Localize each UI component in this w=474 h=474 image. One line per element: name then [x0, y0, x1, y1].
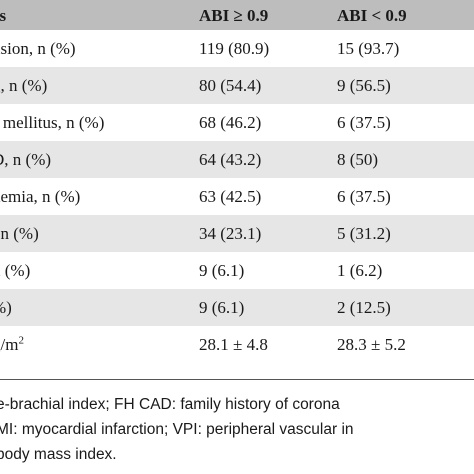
row-value-abi-low: 15 (93.7)	[337, 39, 400, 58]
footnote-line: e-brachial index; FH CAD: family history…	[0, 396, 340, 413]
row-value-abi-low: 1 (6.2)	[337, 261, 383, 280]
table-footnote: e-brachial index; FH CAD: family history…	[0, 392, 474, 467]
row-value-abi-low: 8 (50)	[337, 150, 379, 169]
table-row: demia, n (%) 63 (42.5) 6 (37.5)	[0, 178, 474, 215]
row-label: , n (%)	[0, 224, 39, 243]
row-value-abi-normal: 9 (6.1)	[199, 298, 245, 317]
row-value-abi-low: 28.3 ± 5.2	[337, 335, 406, 354]
table-row: %) 9 (6.1) 2 (12.5)	[0, 289, 474, 326]
header-abi-normal: ABI ≥ 0.9	[199, 6, 269, 25]
row-label-with-superscript: g/m2	[0, 335, 24, 355]
row-value-abi-normal: 34 (23.1)	[199, 224, 262, 243]
table-row: g/m2 28.1 ± 4.8 28.3 ± 5.2	[0, 326, 474, 363]
row-label: n (%)	[0, 261, 31, 280]
row-value-abi-normal: 64 (43.2)	[199, 150, 262, 169]
header-abi-low: ABI < 0.9	[337, 6, 407, 25]
row-value-abi-normal: 119 (80.9)	[199, 39, 270, 58]
table-bottom-rule	[0, 379, 474, 380]
row-label: %)	[0, 298, 12, 317]
table-header-row: es ABI ≥ 0.9 ABI < 0.9	[0, 0, 474, 30]
row-label: g, n (%)	[0, 76, 48, 95]
footnote-line: MI: myocardial infarction; VPI: peripher…	[0, 421, 354, 438]
table-row: , n (%) 34 (23.1) 5 (31.2)	[0, 215, 474, 252]
row-value-abi-normal: 28.1 ± 4.8	[199, 335, 268, 354]
table-row: g, n (%) 80 (54.4) 9 (56.5)	[0, 67, 474, 104]
table-row: D, n (%) 64 (43.2) 8 (50)	[0, 141, 474, 178]
table-row: s mellitus, n (%) 68 (46.2) 6 (37.5)	[0, 104, 474, 141]
row-value-abi-low: 2 (12.5)	[337, 298, 391, 317]
row-value-abi-low: 6 (37.5)	[337, 113, 391, 132]
row-value-abi-low: 6 (37.5)	[337, 187, 391, 206]
row-label: nsion, n (%)	[0, 39, 76, 58]
row-value-abi-normal: 63 (42.5)	[199, 187, 262, 206]
header-variables: es	[0, 6, 7, 25]
row-value-abi-normal: 68 (46.2)	[199, 113, 262, 132]
table-row: n (%) 9 (6.1) 1 (6.2)	[0, 252, 474, 289]
row-value-abi-low: 9 (56.5)	[337, 76, 391, 95]
row-label: demia, n (%)	[0, 187, 81, 206]
footnote-line: body mass index.	[0, 446, 117, 463]
row-value-abi-normal: 9 (6.1)	[199, 261, 245, 280]
row-label: D, n (%)	[0, 150, 52, 169]
row-value-abi-low: 5 (31.2)	[337, 224, 391, 243]
table-row: nsion, n (%) 119 (80.9) 15 (93.7)	[0, 30, 474, 67]
superscript: 2	[18, 334, 24, 347]
row-value-abi-normal: 80 (54.4)	[199, 76, 262, 95]
row-label: g/m	[0, 335, 19, 354]
row-label: s mellitus, n (%)	[0, 113, 105, 132]
